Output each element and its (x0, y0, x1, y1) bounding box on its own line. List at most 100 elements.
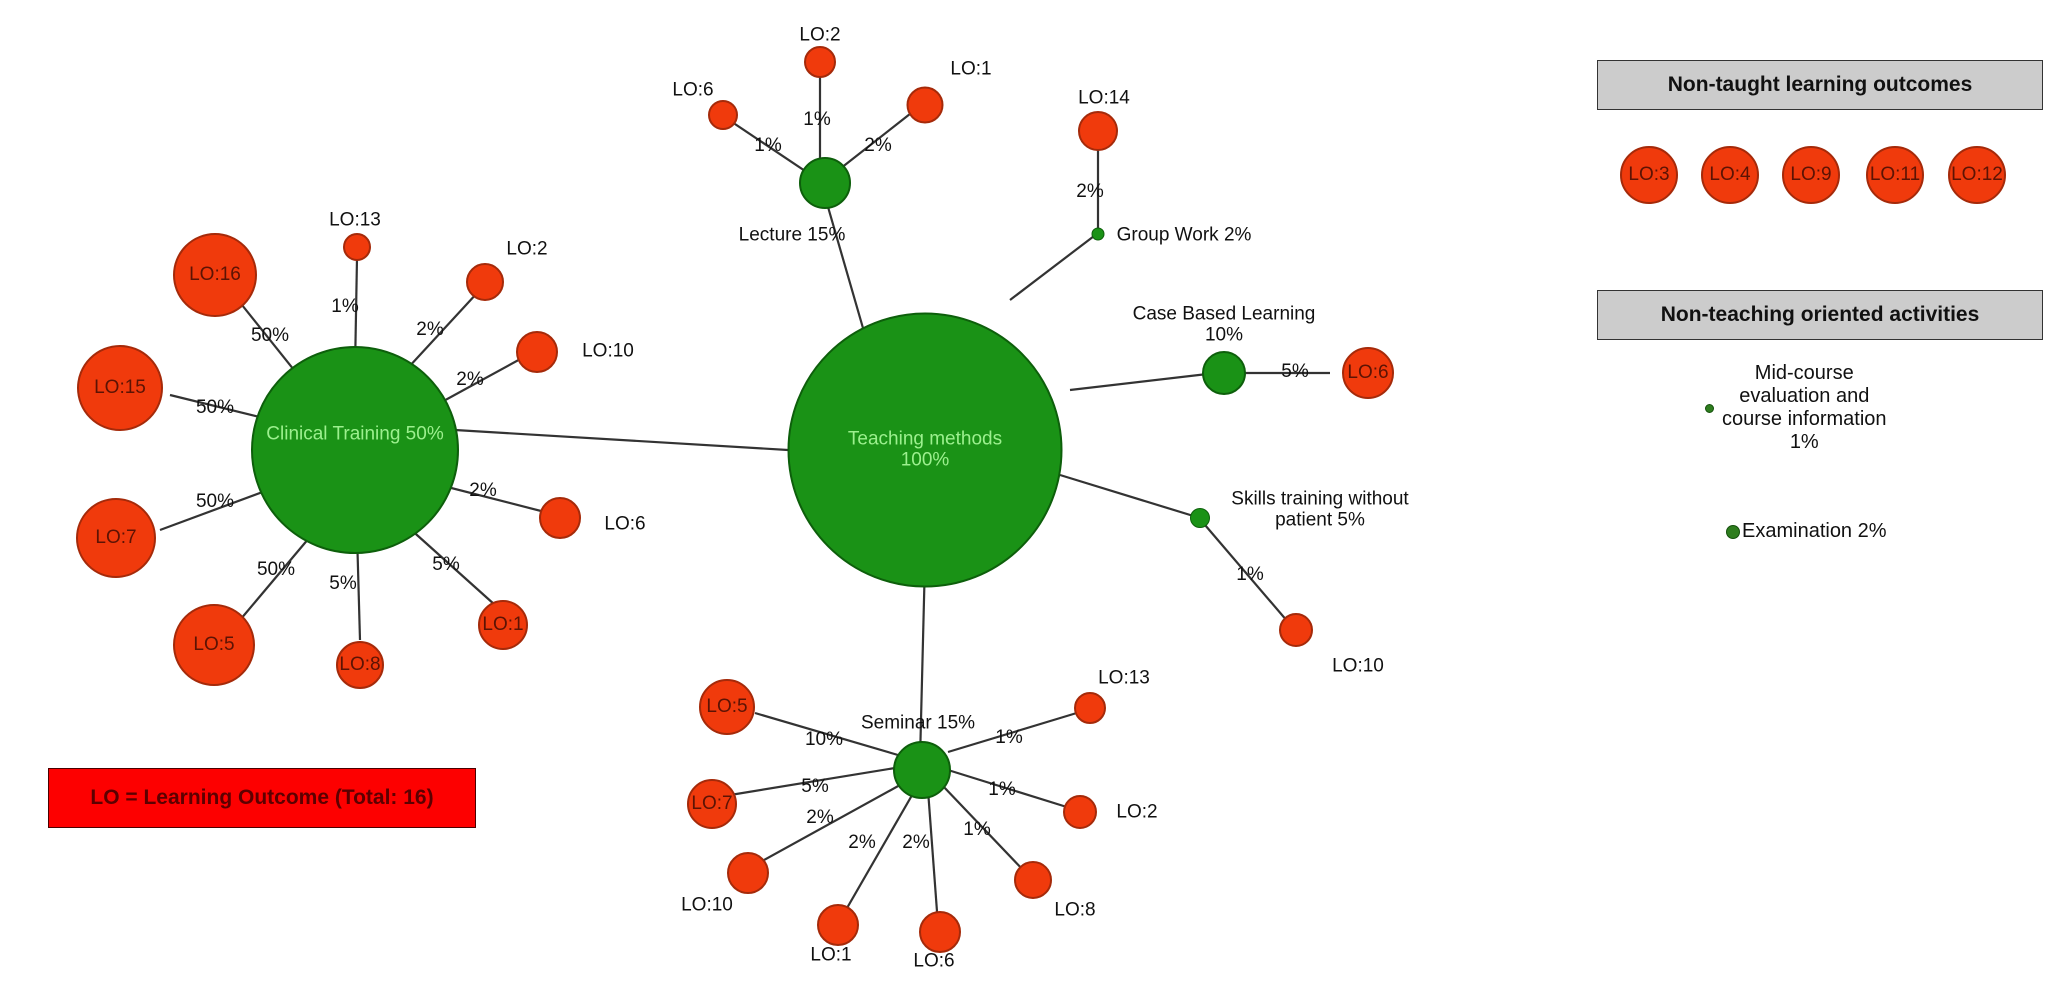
skills-line2: patient 5% (1275, 510, 1365, 531)
node-clinical-lo7[interactable]: LO:7 (76, 498, 156, 578)
node-lecture-lo1[interactable] (906, 86, 944, 124)
label-clinical-lo8: LO:8 (339, 654, 381, 675)
label-cbl-lo6: LO:6 (1347, 362, 1389, 383)
activity-label-midcourse: Mid-course evaluation and course informa… (1722, 362, 1887, 453)
node-seminar-lo13[interactable] (1074, 692, 1106, 724)
label-clinical-lo13: LO:13 (329, 209, 381, 231)
label-seminar-lo7: LO:7 (691, 793, 733, 814)
non-teaching-title: Non-teaching oriented activities (1660, 303, 1980, 326)
label-seminar-lo8: LO:8 (1054, 899, 1096, 921)
label-clinical-lo6: LO:6 (604, 513, 646, 535)
node-label-teaching-methods: Teaching methods 100% (848, 429, 1002, 472)
label-seminar-lo6: LO:6 (913, 950, 955, 972)
activity-dot-icon (1705, 403, 1714, 413)
edge-seminar-lo13 (947, 710, 1081, 754)
pct-seminar-lo7: 5% (801, 776, 829, 797)
edge-center-clinical (454, 428, 789, 452)
edge-seminar-lo2 (947, 768, 1071, 810)
pct-lecture-lo2: 1% (803, 109, 831, 130)
node-non-taught-lo12[interactable]: LO:12 (1948, 146, 2006, 204)
center-line1: Teaching methods (847, 428, 1003, 450)
pct-seminar-lo2: 1% (988, 779, 1016, 800)
activity-row-examination: Examination 2% (1726, 520, 1887, 543)
label-non-taught-lo3: LO:3 (1628, 164, 1670, 185)
label-seminar-lo13: LO:13 (1098, 667, 1150, 689)
node-seminar-lo1[interactable] (817, 904, 859, 946)
node-clinical-lo16[interactable]: LO:16 (173, 233, 257, 317)
edge-center-skills (1059, 473, 1201, 520)
node-clinical-lo13[interactable] (343, 233, 371, 261)
center-line2: 100% (900, 450, 950, 471)
label-seminar-lo10: LO:10 (681, 894, 733, 916)
label-seminar-lo2: LO:2 (1116, 801, 1158, 823)
pct-seminar-lo1: 2% (848, 832, 876, 853)
pct-clinical-lo15: 50% (195, 397, 235, 418)
edge-lecture-lo1 (835, 109, 916, 173)
activity-dot-icon (1726, 524, 1740, 539)
non-teaching-header: Non-teaching oriented activities (1597, 290, 2043, 340)
node-lecture-lo6[interactable] (708, 100, 738, 130)
non-taught-header: Non-taught learning outcomes (1597, 60, 2043, 110)
lo-key-legend: LO = Learning Outcome (Total: 16) (48, 768, 476, 828)
node-seminar-lo2[interactable] (1063, 795, 1097, 829)
edge-seminar-lo8 (941, 784, 1026, 873)
node-non-taught-lo11[interactable]: LO:11 (1866, 146, 1924, 204)
pct-clinical-lo10: 2% (456, 369, 484, 390)
node-cbl-lo6[interactable]: LO:6 (1342, 347, 1394, 399)
non-taught-title: Non-taught learning outcomes (1667, 73, 1973, 96)
skills-line1: Skills training without (1231, 488, 1409, 510)
pct-seminar-lo10: 2% (806, 807, 834, 828)
activity-row-midcourse: Mid-course evaluation and course informa… (1705, 362, 1887, 454)
node-clinical-lo5[interactable]: LO:5 (173, 604, 255, 686)
node-label-lecture: Lecture 15% (738, 224, 846, 246)
node-clinical-lo6[interactable] (539, 497, 581, 539)
label-seminar-lo1: LO:1 (810, 944, 852, 966)
node-seminar[interactable] (893, 741, 951, 799)
node-lecture[interactable] (799, 157, 851, 209)
pct-clinical-lo16: 50% (250, 325, 290, 346)
pct-clinical-lo13: 1% (331, 296, 359, 317)
node-non-taught-lo4[interactable]: LO:4 (1701, 146, 1759, 204)
node-label-skills-training: Skills training without patient 5% (1231, 489, 1408, 532)
node-clinical-lo8[interactable]: LO:8 (336, 641, 384, 689)
node-clinical-lo2[interactable] (466, 263, 504, 301)
node-clinical-lo10[interactable] (516, 331, 558, 373)
node-seminar-lo10[interactable] (727, 852, 769, 894)
node-clinical-lo15[interactable]: LO:15 (77, 345, 163, 431)
edge-seminar-lo5 (754, 711, 899, 757)
edge-seminar-lo10 (754, 784, 901, 866)
node-seminar-lo8[interactable] (1014, 861, 1052, 899)
node-lecture-lo2[interactable] (804, 46, 836, 78)
edge-center-cbl (1069, 371, 1217, 392)
node-label-clinical-training: Clinical Training 50% (266, 423, 444, 445)
node-label-seminar: Seminar 15% (860, 712, 976, 734)
node-group-work[interactable] (1091, 227, 1105, 241)
edge-center-groupwork (1009, 232, 1099, 301)
node-groupwork-lo14[interactable] (1078, 111, 1118, 151)
node-skills-training[interactable] (1190, 508, 1210, 528)
label-clinical-lo16: LO:16 (189, 264, 241, 285)
lo-key-legend-text: LO = Learning Outcome (Total: 16) (90, 786, 434, 809)
node-teaching-methods[interactable] (787, 312, 1063, 588)
label-clinical-lo2: LO:2 (506, 238, 548, 260)
node-seminar-lo5[interactable]: LO:5 (699, 679, 755, 735)
node-seminar-lo6[interactable] (919, 911, 961, 953)
label-lecture-lo2: LO:2 (799, 24, 841, 46)
label-lecture-lo1: LO:1 (950, 58, 992, 80)
pct-seminar-lo13: 1% (995, 727, 1023, 748)
node-clinical-lo1[interactable]: LO:1 (478, 600, 528, 650)
edge-skills-lo10 (1204, 524, 1289, 623)
pct-groupwork-lo14: 2% (1076, 181, 1104, 202)
node-seminar-lo7[interactable]: LO:7 (687, 779, 737, 829)
node-non-taught-lo9[interactable]: LO:9 (1782, 146, 1840, 204)
node-skills-lo10[interactable] (1279, 613, 1313, 647)
node-label-case-based-learning: Case Based Learning 10% (1133, 304, 1316, 347)
label-clinical-lo5: LO:5 (193, 634, 235, 655)
pct-lecture-lo6: 1% (754, 135, 782, 156)
node-non-taught-lo3[interactable]: LO:3 (1620, 146, 1678, 204)
activity-label-examination: Examination 2% (1742, 520, 1887, 542)
node-clinical-training[interactable] (251, 346, 459, 554)
pct-cbl-lo6: 5% (1281, 361, 1309, 382)
node-case-based-learning[interactable] (1202, 351, 1246, 395)
